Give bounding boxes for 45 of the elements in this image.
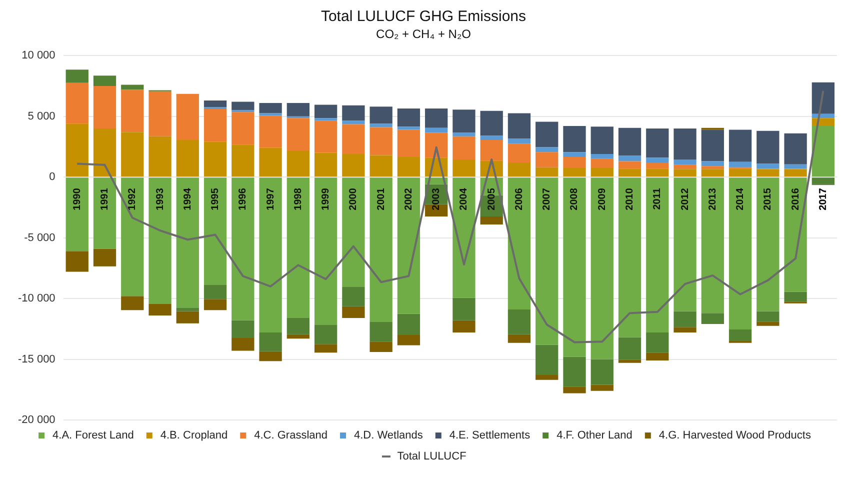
x-tick-label: 1992 bbox=[127, 188, 138, 210]
y-tick-label: 10 000 bbox=[22, 50, 56, 62]
x-tick-label: 2006 bbox=[514, 188, 525, 210]
legend-label: 4.D. Wetlands bbox=[354, 430, 424, 442]
x-tick-label: 2013 bbox=[707, 188, 718, 210]
legend-label: Total LULUCF bbox=[397, 450, 467, 463]
y-tick-label: -20 000 bbox=[18, 414, 56, 426]
x-tick-label: 2012 bbox=[680, 188, 691, 210]
x-tick-label: 2011 bbox=[652, 188, 664, 210]
x-tick-label: 1996 bbox=[238, 188, 249, 210]
y-tick-label: 0 bbox=[49, 171, 56, 184]
legend-label: 4.G. Harvested Wood Products bbox=[658, 430, 812, 442]
x-tick-label: 1997 bbox=[265, 188, 276, 210]
legend-label: 4.B. Cropland bbox=[160, 430, 228, 442]
x-tick-label: 1999 bbox=[320, 188, 332, 210]
legend-label: 4.F. Other Land bbox=[556, 430, 632, 442]
y-tick-label: 5 000 bbox=[28, 110, 56, 122]
chart-subtitle: CO₂ + CH₄ + N₂O bbox=[375, 27, 472, 41]
x-tick-label: 2015 bbox=[762, 188, 774, 210]
x-tick-label: 1993 bbox=[154, 188, 166, 210]
x-tick-label: 2004 bbox=[458, 188, 470, 210]
y-tick-label: -10 000 bbox=[18, 292, 56, 305]
x-tick-label: 2007 bbox=[542, 188, 553, 210]
x-tick-label: 1994 bbox=[182, 188, 194, 210]
x-tick-label: 2010 bbox=[624, 188, 636, 210]
x-tick-label: 1995 bbox=[210, 188, 222, 210]
x-tick-label: 1991 bbox=[100, 188, 111, 210]
x-tick-label: 2002 bbox=[403, 188, 414, 210]
x-tick-label: 1998 bbox=[292, 188, 304, 210]
x-tick-label: 1990 bbox=[72, 188, 83, 210]
x-tick-label: 2003 bbox=[431, 188, 442, 210]
x-tick-label: 2001 bbox=[376, 188, 387, 210]
legend-label: 4.C. Grassland bbox=[254, 430, 328, 442]
x-tick-label: 2014 bbox=[735, 188, 746, 210]
x-tick-label: 2009 bbox=[596, 188, 608, 210]
x-tick-label: 2005 bbox=[486, 188, 498, 210]
x-tick-label: 2008 bbox=[569, 188, 580, 210]
y-tick-label: -5 000 bbox=[24, 232, 56, 244]
legend-label: 4.E. Settlements bbox=[449, 430, 531, 442]
x-tick-label: 2017 bbox=[818, 188, 829, 210]
x-tick-label: 2016 bbox=[790, 188, 802, 210]
x-tick-label: 2000 bbox=[348, 188, 360, 210]
y-tick-label: -15 000 bbox=[18, 353, 56, 366]
chart-title: Total LULUCF GHG Emissions bbox=[320, 7, 528, 25]
legend-label: 4.A. Forest Land bbox=[52, 430, 134, 442]
